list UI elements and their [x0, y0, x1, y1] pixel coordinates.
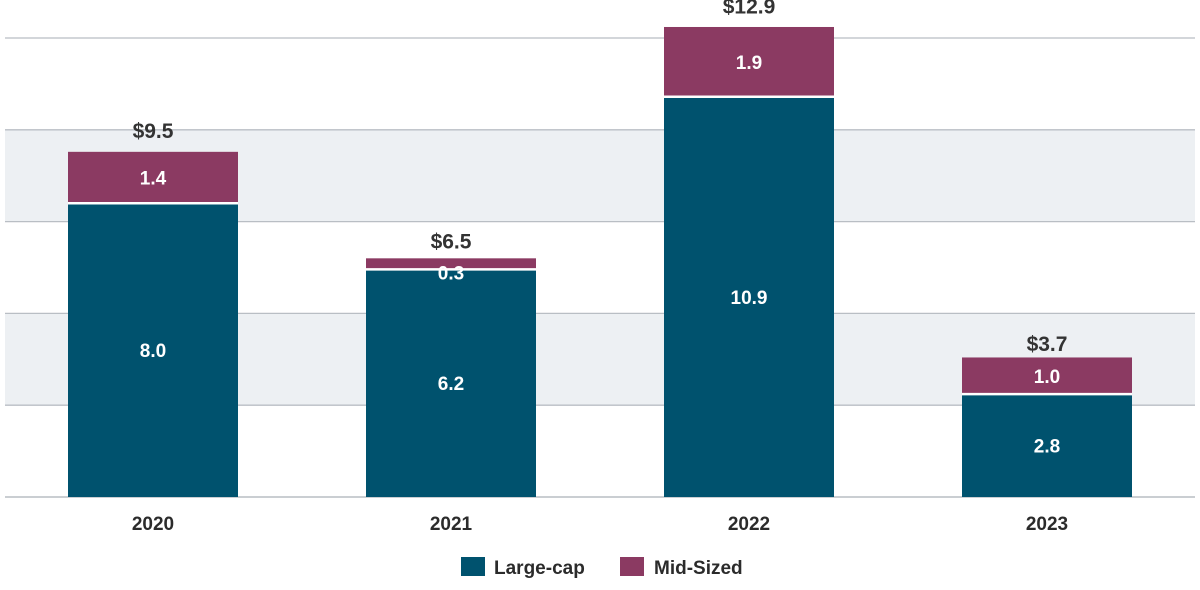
- bar-segment-mid-sized-2021: [366, 258, 536, 270]
- bars: [68, 26, 1132, 498]
- x-tick-label: 2021: [430, 514, 473, 535]
- x-tick-label: 2020: [132, 514, 174, 535]
- segment-label: 1.0: [1034, 367, 1060, 388]
- x-tick-label: 2023: [1026, 514, 1068, 535]
- total-label: $9.5: [133, 120, 174, 143]
- segment-label: 1.4: [140, 169, 167, 190]
- segment-label: 1.9: [736, 53, 762, 74]
- segment-label: 0.3: [438, 263, 464, 284]
- legend-swatch: [620, 557, 644, 576]
- bar-segment-mid-sized-2020: [68, 151, 238, 204]
- segment-label: 2.8: [1034, 437, 1060, 458]
- x-tick-label: 2022: [728, 514, 770, 535]
- segment-label: 6.2: [438, 374, 464, 395]
- segment-label: 10.9: [731, 288, 768, 309]
- bar-segment-large-cap-2021: [366, 269, 536, 497]
- total-label: $3.7: [1027, 333, 1068, 356]
- bar-segment-mid-sized-2022: [664, 26, 834, 97]
- bar-segment-large-cap-2023: [962, 394, 1132, 497]
- legend-label: Large-cap: [494, 558, 585, 579]
- bar-labels: 8.0 1.4 $9.5 6.2 0.3 $6.5 10.9 1.9 $12.9 2.8 1.0 $3…: [133, 0, 1068, 458]
- total-label: $12.9: [723, 0, 776, 18]
- legend: Large-cap Mid-Sized: [461, 557, 743, 579]
- legend-swatch: [461, 557, 485, 576]
- bar-segment-large-cap-2022: [664, 96, 834, 497]
- legend-label: Mid-Sized: [654, 558, 743, 579]
- bar-segment-mid-sized-2023: [962, 357, 1132, 395]
- bar-segment-large-cap-2020: [68, 203, 238, 498]
- total-label: $6.5: [431, 230, 472, 253]
- x-axis-ticks: 2020 2021 2022 2023: [132, 514, 1068, 535]
- segment-label: 8.0: [140, 341, 166, 362]
